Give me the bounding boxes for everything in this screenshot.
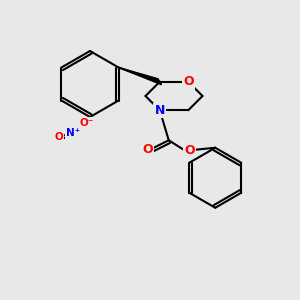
Text: O: O <box>183 75 194 88</box>
Text: O⁻: O⁻ <box>80 118 94 128</box>
Text: O: O <box>184 144 195 157</box>
Text: O: O <box>142 143 153 156</box>
Text: N⁺: N⁺ <box>66 128 81 139</box>
Text: O: O <box>54 131 63 142</box>
Polygon shape <box>118 68 161 85</box>
Text: N: N <box>154 104 165 117</box>
